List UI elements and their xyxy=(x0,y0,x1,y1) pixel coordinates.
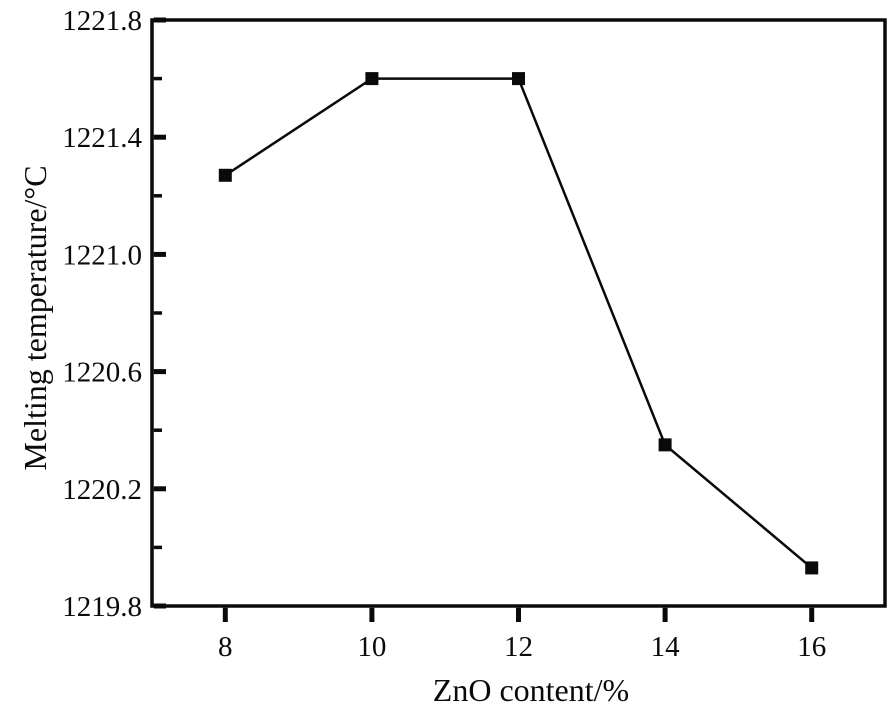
plot-frame xyxy=(150,18,887,608)
y-tick-label: 1221.8 xyxy=(62,5,142,37)
x-tick-label: 16 xyxy=(797,631,826,663)
y-tick-label: 1221.0 xyxy=(62,239,142,271)
y-tick-label: 1220.6 xyxy=(62,357,142,389)
x-axis-title: ZnO content/% xyxy=(432,672,630,708)
data-point-10 xyxy=(365,72,379,86)
x-tick-label: 10 xyxy=(357,631,386,663)
x-tick-label: 8 xyxy=(218,631,233,663)
data-point-12 xyxy=(512,72,525,86)
data-point-16 xyxy=(805,561,819,575)
y-tick-label: 1221.4 xyxy=(62,122,142,154)
y-tick-label: 1219.8 xyxy=(62,591,142,623)
x-tick-label: 14 xyxy=(651,631,681,663)
y-axis-title: Melting temperature/°C xyxy=(17,165,53,471)
y-tick-label: 1220.2 xyxy=(62,474,142,506)
x-tick-label: 12 xyxy=(504,631,533,663)
data-point-8 xyxy=(218,168,232,182)
data-point-14 xyxy=(658,438,672,452)
data-line xyxy=(224,77,813,569)
